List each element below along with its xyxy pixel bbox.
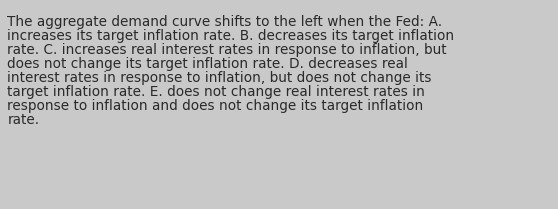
Text: The aggregate demand curve shifts to the left when the Fed: A.
increases its tar: The aggregate demand curve shifts to the… <box>7 15 454 127</box>
